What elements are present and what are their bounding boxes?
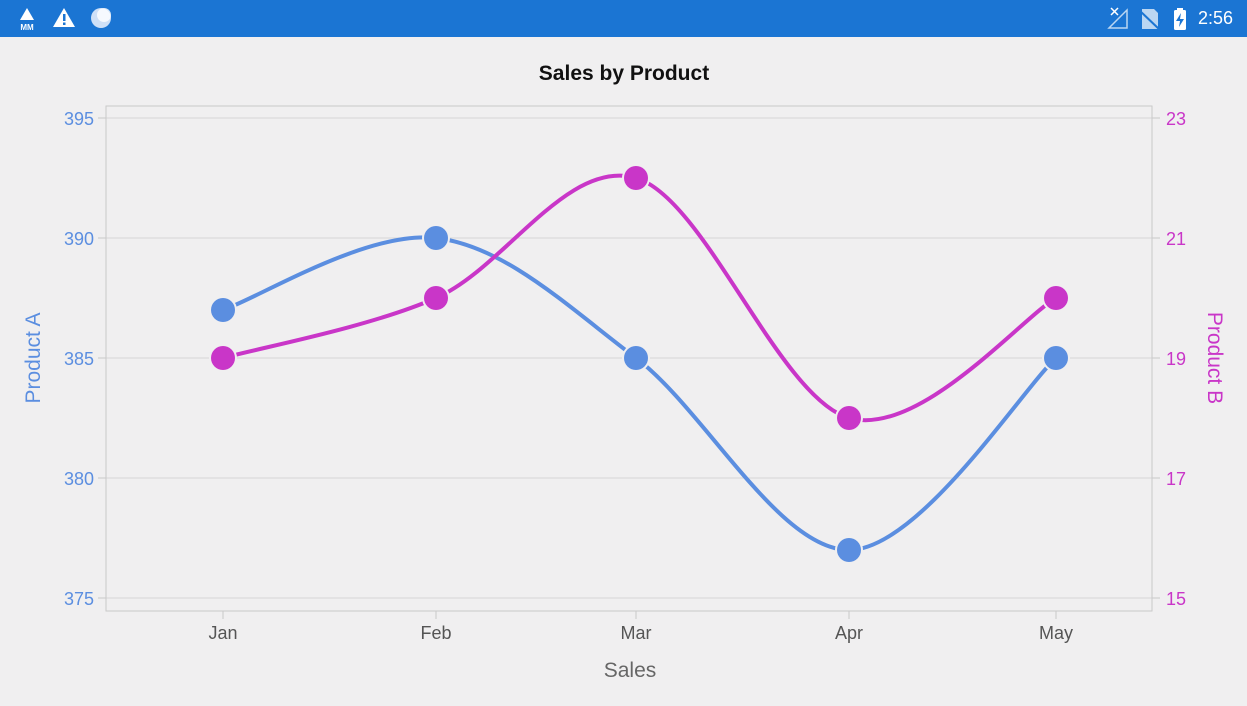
x-tick-label: Apr	[835, 623, 863, 643]
data-point[interactable]	[211, 346, 235, 370]
right-axis: 15 17 19 21 23	[1152, 109, 1186, 609]
x-tick-label: Mar	[621, 623, 652, 643]
status-right-icons	[1107, 7, 1186, 31]
right-tick-label: 19	[1166, 349, 1186, 369]
x-tick-label: Jan	[208, 623, 237, 643]
left-tick-label: 390	[64, 229, 94, 249]
mm-notification-icon: MM	[20, 8, 34, 32]
left-tick-label: 385	[64, 349, 94, 369]
status-time: 2:56	[1198, 8, 1234, 28]
data-point[interactable]	[211, 298, 235, 322]
left-tick-label: 375	[64, 589, 94, 609]
right-tick-label: 17	[1166, 469, 1186, 489]
series-line	[221, 235, 1058, 553]
x-axis: Jan Feb Mar Apr May	[208, 611, 1073, 643]
right-tick-label: 15	[1166, 589, 1186, 609]
no-signal-icon	[1107, 7, 1128, 29]
data-point[interactable]	[424, 286, 448, 310]
sales-chart: Sales by Product 375 380 385 390 395 15 17 19 2…	[22, 62, 1226, 682]
data-point[interactable]	[424, 226, 448, 250]
data-point[interactable]	[837, 406, 861, 430]
data-point[interactable]	[624, 346, 648, 370]
chart-title: Sales by Product	[539, 62, 709, 85]
warning-icon	[53, 8, 75, 27]
battery-charging-icon	[1174, 8, 1186, 30]
data-point[interactable]	[624, 166, 648, 190]
x-tick-label: Feb	[420, 623, 451, 643]
status-left-icons: MM	[20, 8, 111, 32]
series-line	[221, 173, 1058, 423]
status-bar: MM 2:56	[0, 0, 1247, 37]
data-point[interactable]	[1044, 346, 1068, 370]
sync-circle-icon	[91, 8, 111, 28]
no-sim-icon	[1138, 9, 1161, 31]
y-axis-right-label: Product B	[1203, 312, 1226, 404]
data-point[interactable]	[1044, 286, 1068, 310]
svg-text:MM: MM	[20, 23, 34, 32]
y-axis-left-label: Product A	[22, 312, 45, 403]
series-product-b	[209, 164, 1070, 432]
data-point[interactable]	[837, 538, 861, 562]
x-tick-label: May	[1039, 623, 1073, 643]
right-tick-label: 21	[1166, 229, 1186, 249]
x-axis-label: Sales	[604, 659, 657, 682]
chart-container: Sales by Product 375 380 385 390 395 15 17 19 2…	[0, 37, 1247, 701]
series-layer	[209, 164, 1070, 564]
left-axis: 375 380 385 390 395	[64, 109, 106, 609]
series-product-a	[209, 224, 1070, 564]
right-tick-label: 23	[1166, 109, 1186, 129]
left-tick-label: 380	[64, 469, 94, 489]
left-tick-label: 395	[64, 109, 94, 129]
